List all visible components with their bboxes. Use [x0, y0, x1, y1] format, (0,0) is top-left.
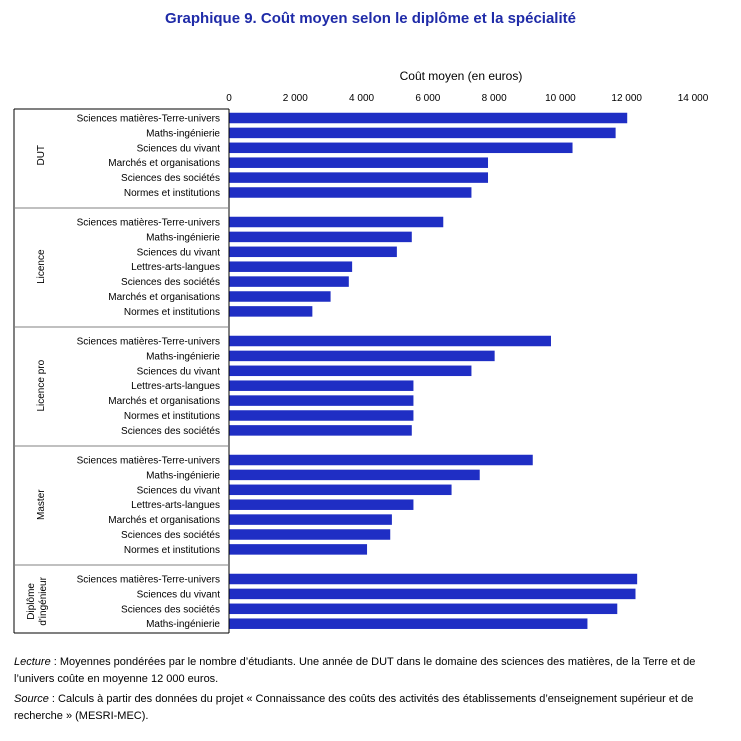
x-tick-label: 6 000: [415, 93, 440, 104]
bar: [229, 410, 414, 421]
x-tick-label: 2 000: [283, 93, 308, 104]
bar: [229, 216, 444, 228]
x-tick-label: 14 000: [678, 93, 709, 104]
bar: [229, 425, 412, 436]
bar: [229, 603, 618, 615]
category-label: Maths-ingénierie: [146, 619, 220, 630]
bar: [229, 157, 489, 168]
category-label: Sciences du vivant: [137, 247, 221, 258]
category-label: Sciences des sociétés: [121, 277, 220, 288]
bar-chart: Coût moyen (en euros) 0 2 000 4 000 6 000 8 0…: [13, 69, 709, 634]
category-label: Lettres-arts-langues: [131, 500, 220, 511]
bar: [229, 380, 414, 391]
x-tick-label: 4 000: [349, 93, 374, 104]
category-label: Lettres-arts-langues: [131, 262, 220, 273]
bar: [229, 142, 573, 154]
bar: [229, 261, 353, 272]
bar: [229, 573, 638, 585]
category-label: Marchés et organisations: [108, 158, 220, 169]
category-label: Sciences du vivant: [137, 366, 221, 377]
x-tick-label: 12 000: [611, 93, 642, 104]
group-label-line: d'ingénieur: [38, 576, 49, 625]
bar: [229, 246, 397, 258]
bar: [229, 335, 551, 347]
bar: [229, 499, 414, 510]
category-label: Sciences du vivant: [137, 589, 221, 600]
category-label: Maths-ingénierie: [146, 128, 220, 139]
category-label: Marchés et organisations: [108, 396, 220, 407]
bar: [229, 291, 331, 302]
lecture-label: Lecture: [14, 656, 51, 668]
group-label: Licence: [36, 249, 47, 284]
category-label: Normes et institutions: [124, 188, 220, 199]
bar: [229, 454, 533, 466]
x-axis-label: Coût moyen (en euros): [400, 69, 523, 83]
category-label: Sciences du vivant: [137, 485, 221, 496]
bar: [229, 127, 616, 139]
source-text: : Calculs à partir des données du projet…: [14, 693, 694, 722]
category-label: Marchés et organisations: [108, 292, 220, 303]
group-label: Diplômed'ingénieur: [26, 576, 49, 625]
category-label: Maths-ingénierie: [146, 351, 220, 362]
bar: [229, 544, 368, 555]
category-label: Normes et institutions: [124, 411, 220, 422]
x-tick-label: 0: [226, 93, 232, 104]
category-label: Normes et institutions: [124, 545, 220, 556]
group-label: Master: [36, 489, 47, 520]
bar: [229, 172, 489, 183]
group-label: DUT: [36, 145, 47, 166]
bar: [229, 231, 412, 243]
category-label: Sciences matières-Terre-univers: [77, 218, 220, 229]
bar: [229, 618, 588, 629]
bar: [229, 529, 391, 540]
bar: [229, 112, 628, 124]
source-note: Source : Calculs à partir des données du…: [14, 691, 729, 725]
bar: [229, 588, 636, 600]
bar: [229, 350, 495, 362]
lecture-note: Lecture : Moyennes pondérées par le nomb…: [14, 654, 729, 688]
x-tick-label: 8 000: [482, 93, 507, 104]
bar: [229, 469, 480, 481]
category-label: Normes et institutions: [124, 307, 220, 318]
category-label: Sciences matières-Terre-univers: [77, 575, 220, 586]
group-label-line: Diplôme: [26, 583, 37, 620]
source-label: Source: [14, 693, 49, 705]
category-label: Maths-ingénierie: [146, 470, 220, 481]
category-label: Sciences matières-Terre-univers: [77, 456, 220, 467]
bar: [229, 484, 452, 496]
bar: [229, 365, 472, 377]
bar: [229, 306, 313, 317]
category-label: Sciences du vivant: [137, 143, 221, 154]
category-label: Marchés et organisations: [108, 515, 220, 526]
category-label: Sciences matières-Terre-univers: [77, 337, 220, 348]
category-label: Sciences des sociétés: [121, 426, 220, 437]
bar: [229, 276, 349, 287]
category-label: Maths-ingénierie: [146, 232, 220, 243]
group-label: Licence pro: [36, 359, 47, 411]
bar: [229, 187, 472, 198]
bar: [229, 514, 392, 525]
category-label: Sciences des sociétés: [121, 173, 220, 184]
category-label: Sciences matières-Terre-univers: [77, 114, 220, 125]
x-tick-label: 10 000: [545, 93, 576, 104]
category-label: Sciences des sociétés: [121, 530, 220, 541]
category-label: Sciences des sociétés: [121, 604, 220, 615]
chart-title: Graphique 9. Coût moyen selon le diplôme…: [165, 10, 576, 27]
category-label: Lettres-arts-langues: [131, 381, 220, 392]
bar: [229, 395, 414, 406]
lecture-text: : Moyennes pondérées par le nombre d’étu…: [14, 656, 696, 685]
